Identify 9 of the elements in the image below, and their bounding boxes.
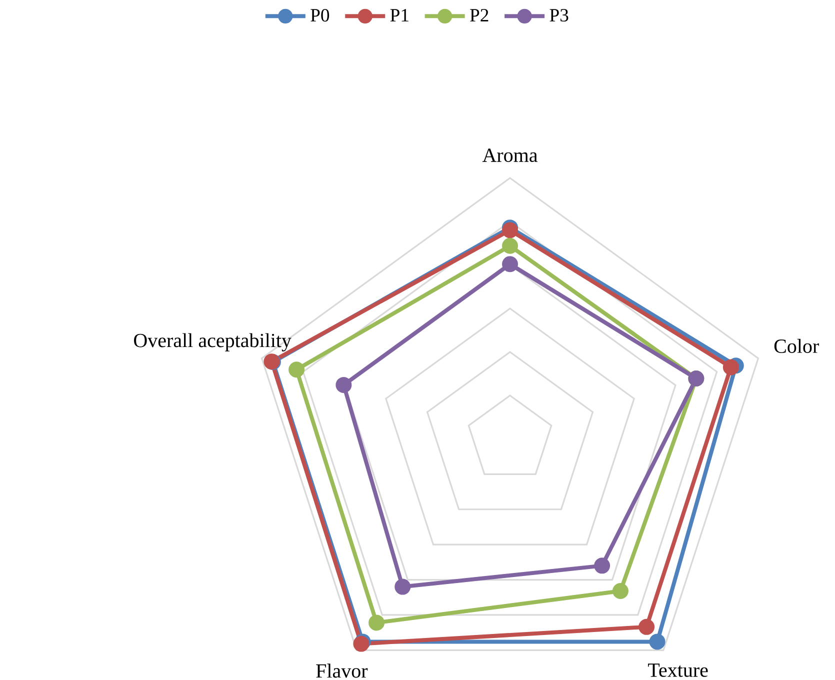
spoke-label: Aroma [482, 148, 538, 162]
spoke-label: Texture [648, 663, 708, 677]
spoke-label: Flavor [316, 663, 368, 678]
legend-label: P0 [310, 8, 330, 22]
spoke-label: Color [774, 338, 819, 353]
legend-label: P3 [550, 8, 568, 22]
spoke-label: Overall aceptability [134, 333, 292, 352]
legend-label: P2 [470, 8, 488, 22]
legend-label: P1 [390, 8, 408, 22]
